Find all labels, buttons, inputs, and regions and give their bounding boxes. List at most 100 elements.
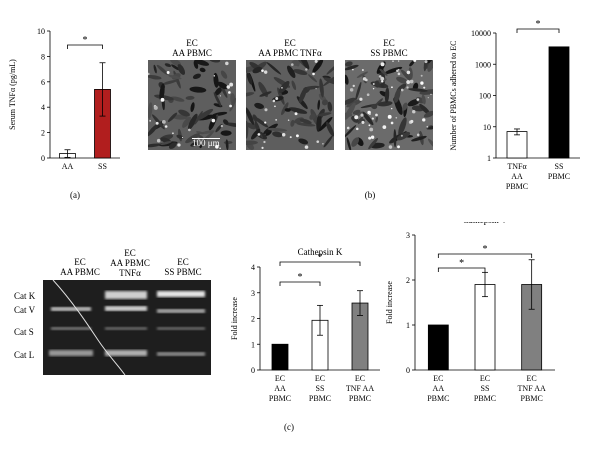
cell	[178, 109, 190, 117]
x-tick-label: PBMC	[269, 394, 291, 403]
cell	[190, 142, 199, 147]
y-tick-label: 0	[41, 154, 45, 163]
pbmc	[275, 118, 278, 121]
y-axis-label: Number of PBMCs adhered to EC	[449, 41, 458, 151]
cell	[293, 69, 308, 75]
cell	[185, 95, 195, 100]
y-tick-label: 0	[406, 366, 410, 375]
pbmc	[316, 140, 320, 143]
cell	[375, 116, 379, 123]
cell	[357, 116, 364, 125]
cell	[176, 134, 184, 140]
cell	[246, 122, 256, 130]
cell	[246, 140, 258, 146]
pbmc	[416, 133, 420, 137]
pbmc	[390, 107, 393, 110]
cell	[318, 116, 333, 132]
y-tick-label: 4	[41, 103, 45, 112]
pbmc	[382, 125, 387, 129]
cell	[148, 102, 153, 119]
cell	[170, 60, 182, 67]
pbmc	[211, 118, 216, 123]
cell	[291, 80, 297, 91]
cell	[259, 91, 272, 97]
pbmc	[156, 138, 161, 143]
cell	[408, 67, 413, 79]
pbmc	[372, 88, 375, 90]
significance-bracket	[437, 253, 533, 258]
panel-label-a: (a)	[70, 190, 80, 200]
cell	[159, 83, 165, 101]
significance-star: *	[83, 35, 88, 46]
y-tick-label: 8	[41, 52, 45, 61]
pbmc	[356, 127, 359, 131]
cell	[272, 131, 283, 138]
cell	[398, 117, 407, 136]
cell	[148, 143, 162, 148]
cell	[427, 60, 433, 72]
pbmc	[188, 128, 191, 132]
pbmc	[312, 72, 315, 76]
x-tick-label: TNF AA	[518, 384, 546, 393]
cell	[246, 92, 255, 97]
y-axis-label: Serum TNFα (pg/mL)	[8, 59, 17, 130]
pbmc	[294, 112, 298, 116]
cell	[309, 113, 316, 120]
pbmc	[361, 120, 365, 124]
pbmc	[220, 124, 224, 128]
cell	[213, 92, 222, 107]
pbmc	[274, 105, 276, 108]
cell	[394, 88, 401, 103]
pbmc	[361, 69, 364, 72]
zymogram-gel	[43, 280, 211, 375]
pbmc	[287, 119, 290, 121]
pbmc	[257, 133, 261, 136]
pbmc	[392, 60, 394, 62]
cell	[161, 79, 178, 85]
chart-b: 1 10 100 1000 10000 Number of PBMCs adhered t…	[449, 19, 580, 191]
x-tick-label: SS	[316, 384, 325, 393]
pbmc	[368, 136, 372, 140]
cell	[246, 107, 255, 125]
pbmc	[295, 134, 299, 138]
y-tick-label: 6	[41, 78, 45, 87]
pbmc	[400, 134, 403, 137]
y-tick-label: 2	[406, 276, 410, 285]
pbmc	[369, 127, 374, 132]
cell	[368, 138, 378, 150]
pbmc	[396, 69, 399, 73]
pbmc	[149, 120, 151, 122]
cell	[167, 112, 178, 123]
cell	[220, 130, 232, 136]
cell	[199, 67, 206, 73]
pbmc	[409, 79, 414, 84]
cell	[355, 81, 362, 101]
pbmc	[275, 97, 279, 100]
pbmc	[410, 119, 414, 124]
gel-header-2: EC AA PBMC TNFα	[110, 248, 150, 278]
pbmc	[289, 136, 292, 139]
gel-band-label-cat-s: Cat S	[14, 327, 34, 337]
cell	[345, 97, 356, 106]
pbmc	[406, 86, 409, 89]
significance-bracket	[279, 261, 361, 266]
pbmc	[264, 108, 268, 112]
cell	[209, 60, 221, 63]
cell	[393, 129, 397, 148]
cell	[409, 60, 415, 67]
cell	[356, 71, 368, 78]
cell	[384, 87, 390, 103]
pbmc	[352, 84, 355, 88]
x-tick-label: EC	[480, 374, 490, 383]
chart-a: 0 2 4 6 8 10 Serum TNFα (pg/mL) AA SS *	[8, 27, 120, 171]
cell	[308, 74, 318, 83]
panel-label-c: (c)	[284, 422, 294, 432]
pbmc	[281, 87, 283, 89]
cell	[284, 108, 291, 112]
cell	[156, 64, 168, 75]
x-tick-label: EC	[433, 374, 443, 383]
pbmc	[380, 62, 385, 67]
cell	[225, 139, 229, 150]
x-tick-label: EC	[275, 374, 285, 383]
cell	[213, 72, 219, 88]
